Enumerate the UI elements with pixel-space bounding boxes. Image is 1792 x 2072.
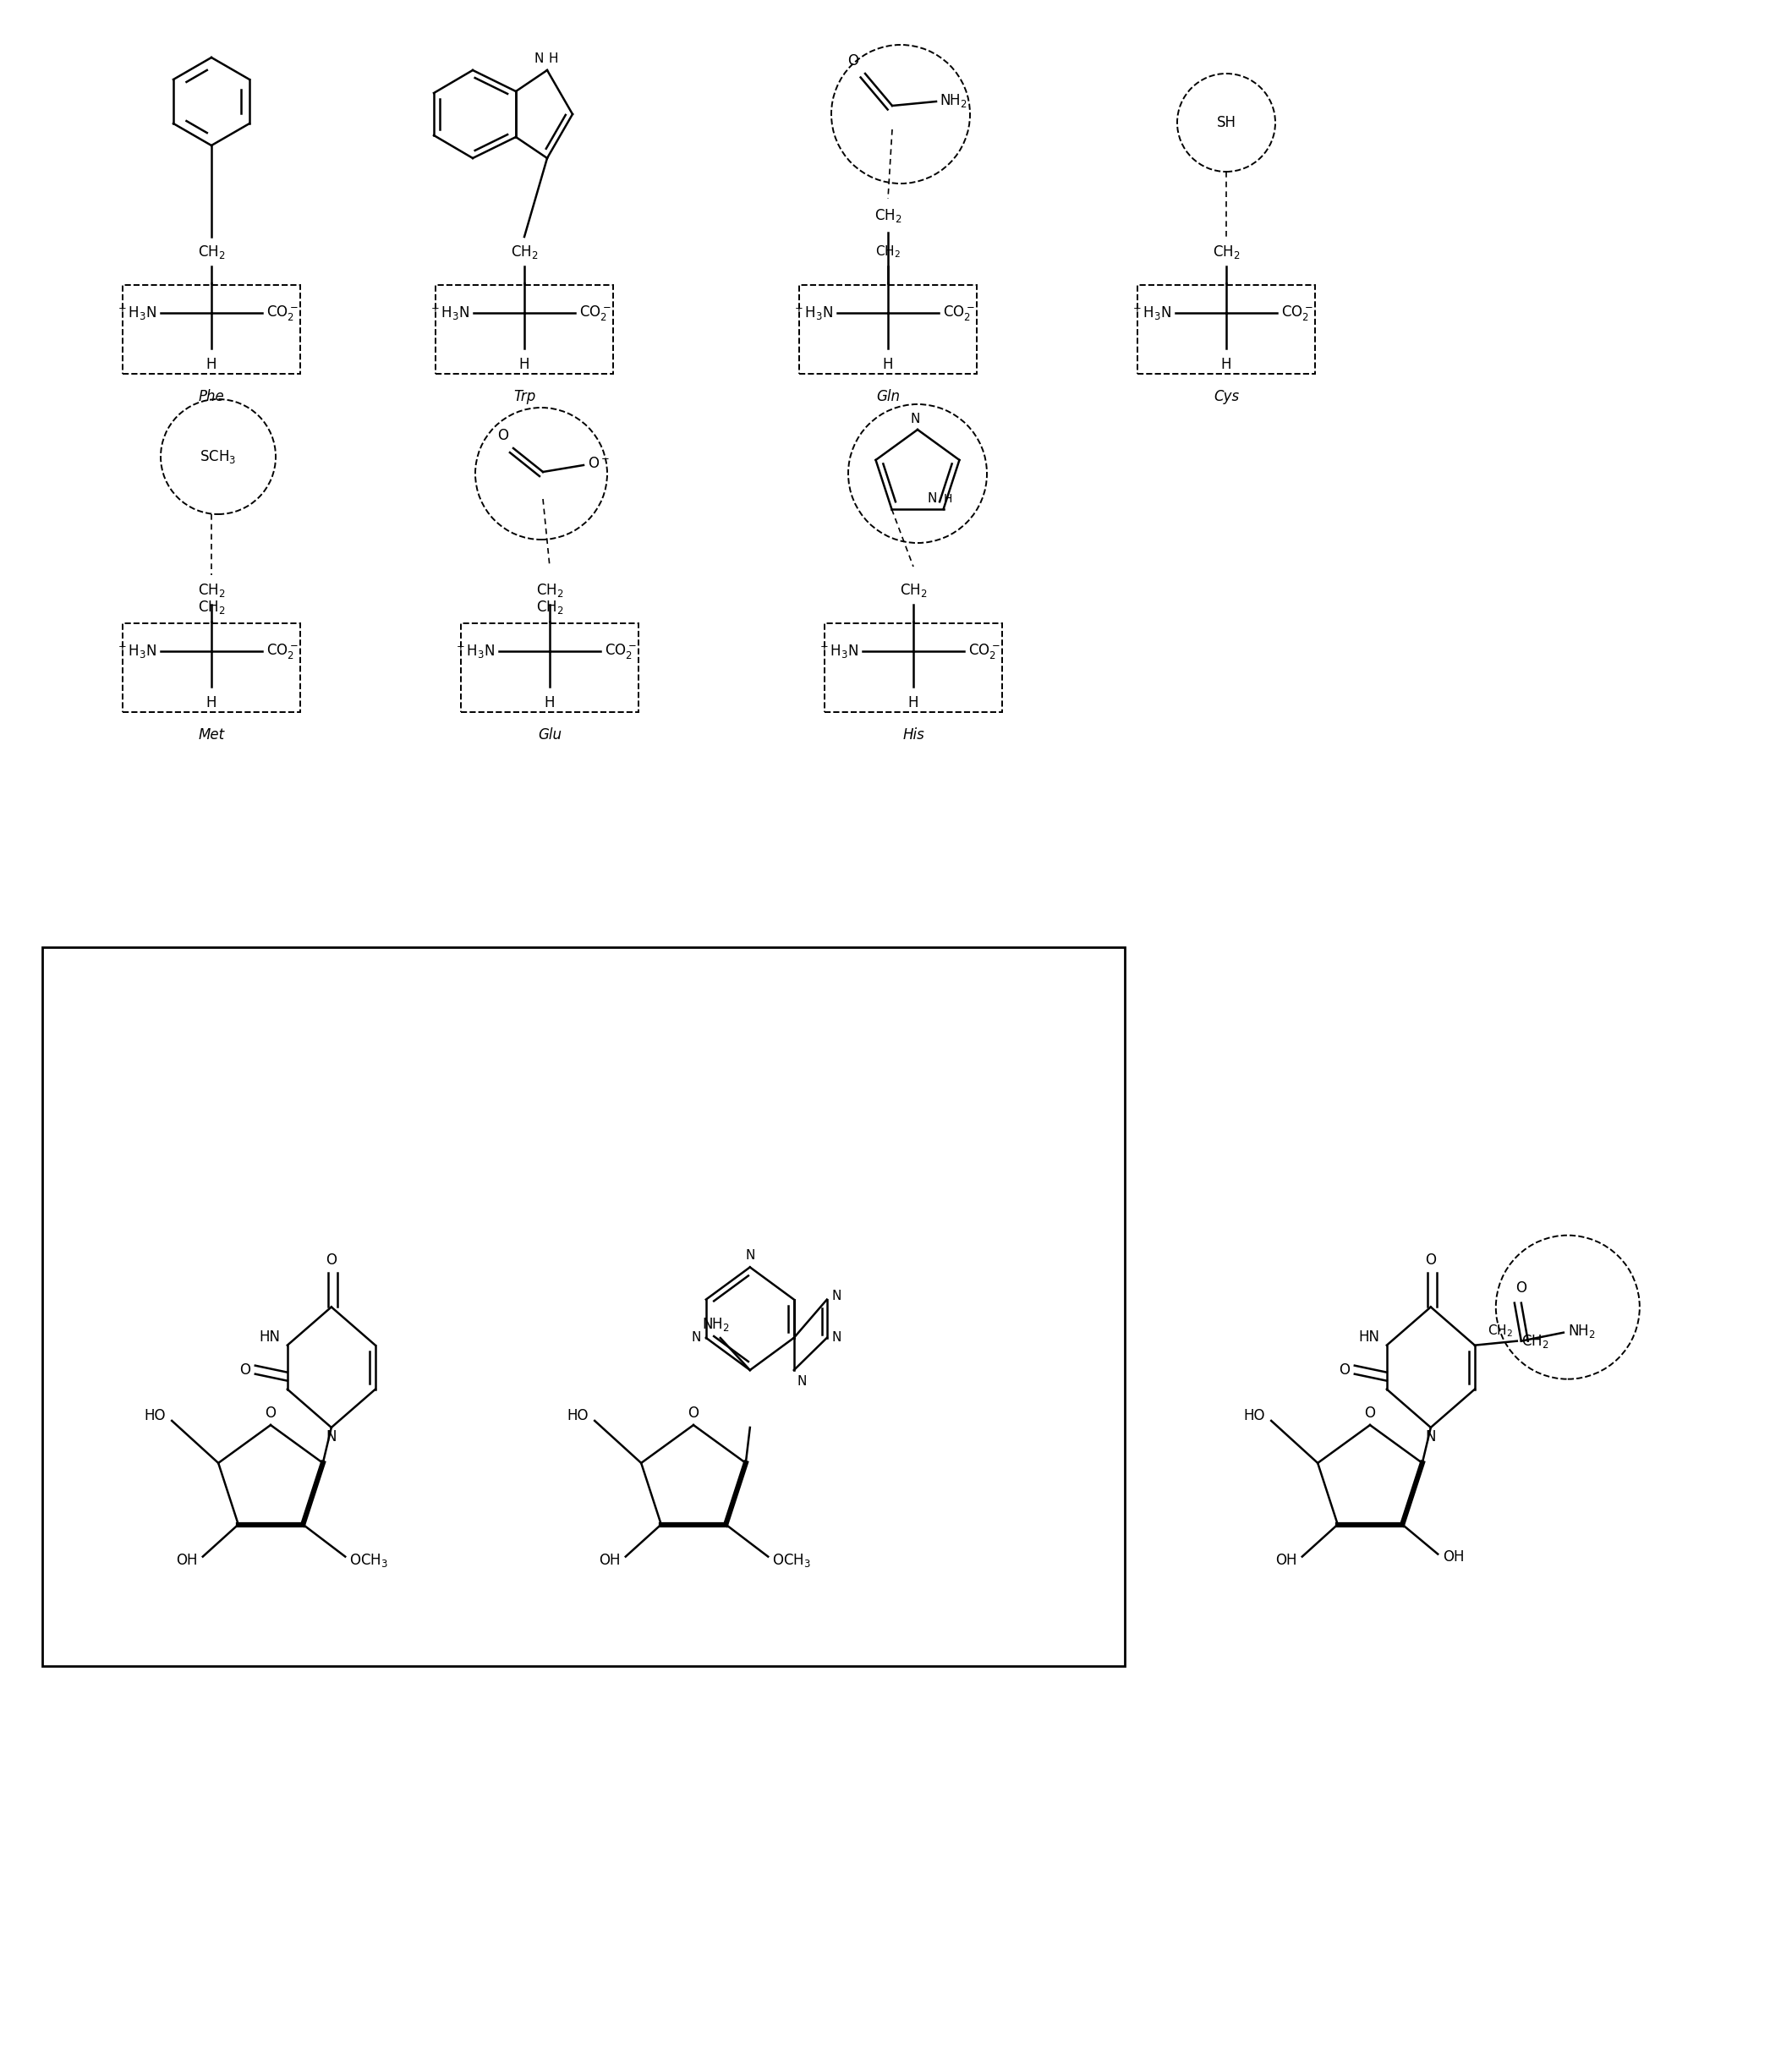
Text: OH: OH: [176, 1552, 197, 1569]
Text: N: N: [326, 1430, 337, 1444]
Text: HN: HN: [1358, 1328, 1380, 1345]
Text: $^+$H$_3$N: $^+$H$_3$N: [453, 642, 495, 661]
Text: $^+$H$_3$N: $^+$H$_3$N: [428, 303, 470, 323]
Text: OCH$_3$: OCH$_3$: [772, 1552, 812, 1569]
Text: N: N: [831, 1332, 842, 1345]
Text: OH: OH: [1276, 1552, 1297, 1569]
Text: SCH$_3$: SCH$_3$: [201, 448, 237, 464]
Text: HO: HO: [145, 1409, 167, 1423]
Text: Phe: Phe: [199, 390, 224, 404]
Text: N: N: [831, 1289, 842, 1303]
Text: O: O: [1516, 1280, 1527, 1295]
Text: CO$_2^-$: CO$_2^-$: [604, 642, 636, 661]
Text: O: O: [326, 1254, 337, 1268]
Text: CH$_2$: CH$_2$: [511, 244, 538, 261]
Text: NH$_2$: NH$_2$: [1568, 1322, 1595, 1339]
Text: SH: SH: [1217, 116, 1236, 131]
Text: CH$_2$: CH$_2$: [197, 244, 226, 261]
Text: H: H: [909, 696, 919, 711]
Text: H: H: [520, 356, 530, 373]
Text: NH$_2$: NH$_2$: [702, 1316, 729, 1332]
Text: N: N: [745, 1249, 754, 1262]
Text: OH: OH: [1443, 1550, 1464, 1564]
Text: H: H: [883, 356, 892, 373]
Text: $^+$H$_3$N: $^+$H$_3$N: [115, 642, 156, 661]
Text: $^+$H$_3$N: $^+$H$_3$N: [1131, 303, 1172, 323]
Text: CO$_2^-$: CO$_2^-$: [579, 305, 611, 323]
Text: N: N: [534, 52, 543, 64]
Text: $^+$H$_3$N: $^+$H$_3$N: [792, 303, 833, 323]
Text: NH$_2$: NH$_2$: [939, 91, 968, 110]
Text: O: O: [1364, 1405, 1376, 1421]
Text: OH: OH: [599, 1552, 620, 1569]
Text: O: O: [848, 54, 858, 68]
Text: CO$_2^-$: CO$_2^-$: [968, 642, 1000, 661]
Text: O: O: [1339, 1361, 1349, 1378]
Text: CH$_2$: CH$_2$: [536, 582, 563, 599]
Text: O: O: [1425, 1254, 1435, 1268]
Text: HO: HO: [568, 1409, 590, 1423]
Text: N: N: [1425, 1430, 1435, 1444]
Text: H: H: [545, 696, 556, 711]
Text: H: H: [206, 356, 217, 373]
Text: CH$_2$: CH$_2$: [536, 599, 563, 615]
Text: CH$_2$: CH$_2$: [874, 207, 901, 224]
Text: N: N: [692, 1332, 701, 1345]
Text: H: H: [206, 696, 217, 711]
Text: H: H: [1220, 356, 1231, 373]
Text: O$^-$: O$^-$: [588, 456, 609, 470]
Text: HN: HN: [260, 1328, 281, 1345]
Text: Glu: Glu: [538, 727, 561, 742]
Text: Trp: Trp: [513, 390, 536, 404]
Text: CH$_2$: CH$_2$: [900, 582, 926, 599]
Text: O: O: [238, 1361, 251, 1378]
Text: Cys: Cys: [1213, 390, 1238, 404]
Text: CO$_2^-$: CO$_2^-$: [267, 642, 297, 661]
Text: N: N: [797, 1376, 806, 1388]
Text: CO$_2^-$: CO$_2^-$: [943, 305, 975, 323]
Text: N: N: [926, 493, 937, 506]
Text: CH$_2$: CH$_2$: [1213, 244, 1240, 261]
Text: H: H: [943, 493, 952, 506]
Text: CH$_2$: CH$_2$: [197, 599, 226, 615]
Text: H: H: [548, 52, 559, 64]
Text: CH$_2$: CH$_2$: [1521, 1332, 1548, 1349]
Text: OCH$_3$: OCH$_3$: [349, 1552, 389, 1569]
Text: His: His: [903, 727, 925, 742]
Text: CH$_2$: CH$_2$: [1487, 1322, 1512, 1339]
Text: O: O: [688, 1405, 699, 1421]
Text: Met: Met: [199, 727, 224, 742]
Text: $^+$H$_3$N: $^+$H$_3$N: [115, 303, 156, 323]
Text: CO$_2^-$: CO$_2^-$: [267, 305, 297, 323]
Text: CH$_2$: CH$_2$: [874, 244, 901, 259]
Text: O: O: [265, 1405, 276, 1421]
Text: $^+$H$_3$N: $^+$H$_3$N: [817, 642, 858, 661]
Text: CH$_2$: CH$_2$: [197, 582, 226, 599]
Text: HO: HO: [1244, 1409, 1265, 1423]
Text: CO$_2^-$: CO$_2^-$: [1281, 305, 1314, 323]
Text: O: O: [496, 429, 509, 443]
Text: N: N: [910, 412, 919, 425]
Text: Gln: Gln: [876, 390, 900, 404]
